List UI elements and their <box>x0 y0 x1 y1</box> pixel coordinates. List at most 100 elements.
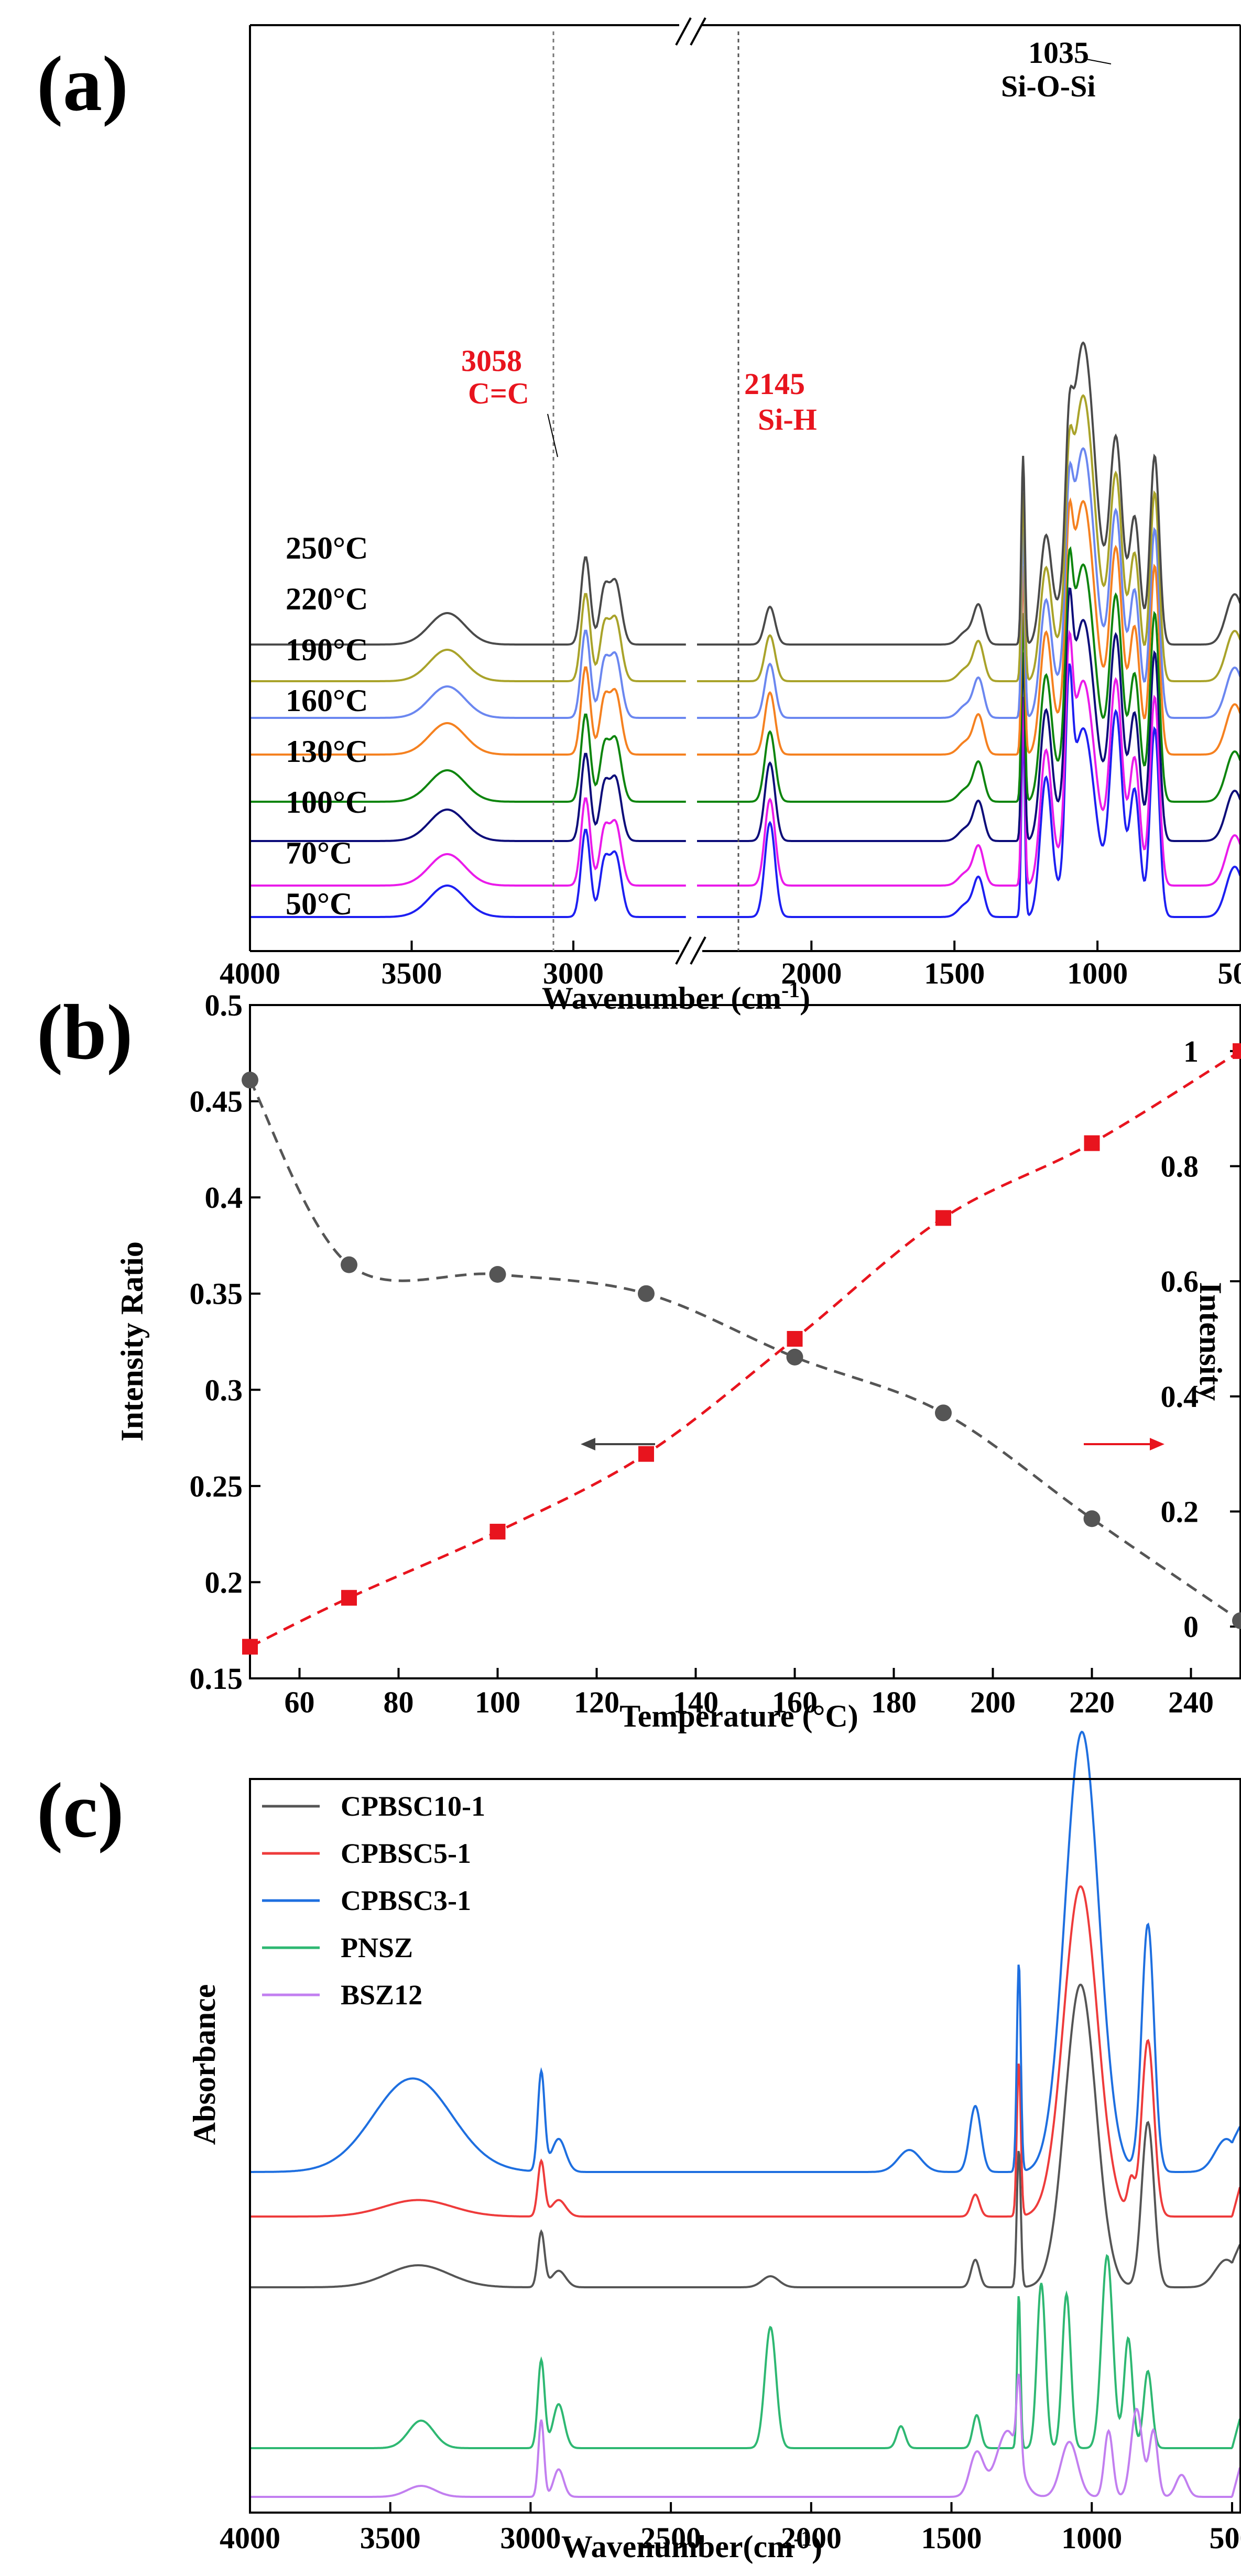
panel-a-x-axis-title: Wavenumber (cm-1) <box>542 978 810 1016</box>
b-point-intensity <box>1233 1043 1241 1059</box>
a-temp-label: 100°C <box>286 785 368 820</box>
b-point-intensity <box>242 1639 258 1655</box>
b-y-tick-label: 0.4 <box>205 1181 243 1215</box>
a-x-tick-label: 2000 <box>781 956 842 990</box>
c-legend-label: BSZ12 <box>341 1979 422 2011</box>
panel-c-x-axis-title: Wavenumber(cm-1) <box>561 2527 822 2564</box>
b-point-ratio <box>489 1266 506 1283</box>
c-x-tick-label: 1500 <box>921 2521 982 2555</box>
c-spectrum-BSZ12 <box>250 2374 1241 2498</box>
c-x-tick-label: 4000 <box>220 2521 280 2555</box>
a-temp-label: 250°C <box>286 531 368 565</box>
left-axis-arrow <box>581 1438 655 1450</box>
panel-b-series <box>242 1043 1241 1655</box>
b-y-right-tick-label: 0.2 <box>1161 1494 1199 1529</box>
c-x-tick-label: 2000 <box>781 2521 842 2555</box>
panel-a-letter: (a) <box>37 40 128 127</box>
b-point-ratio <box>638 1285 655 1302</box>
panel-b-left-y-axis-title: Intensity Ratio <box>115 1241 149 1442</box>
b-y-tick-label: 0.35 <box>190 1277 243 1311</box>
b-x-tick-label: 80 <box>384 1685 414 1719</box>
panel-c-spectra <box>250 1730 1241 2498</box>
b-point-intensity <box>1084 1135 1100 1151</box>
b-x-tick-label: 140 <box>673 1685 719 1719</box>
panel-b-right-y-ticks: 0 0.2 0.4 0.6 0.8 1 <box>1161 1034 1240 1644</box>
annot-3058-label: C=C <box>468 376 529 410</box>
c-spectrum-CPBSC10-1 <box>250 1983 1241 2288</box>
b-y-right-tick-label: 0.8 <box>1161 1150 1199 1184</box>
panel-b-x-ticks: 60 80 100 120 140 160 180 200 220 240 <box>285 1668 1214 1719</box>
a-temp-label: 50°C <box>286 887 352 921</box>
c-spectrum-PNSZ <box>250 2254 1241 2449</box>
axis-break-bottom <box>675 936 706 965</box>
annot-2145-label: Si-H <box>758 402 817 436</box>
annot-1035-label: Si-O-Si <box>1001 69 1096 103</box>
b-y-tick-label: 0.25 <box>190 1469 243 1503</box>
a-x-tick-label: 1500 <box>924 956 985 990</box>
b-y-tick-label: 0.45 <box>190 1085 243 1119</box>
panel-b-frame <box>249 1004 1241 1679</box>
annot-1035-leader <box>1083 58 1112 64</box>
panel-a-spectra <box>250 341 1241 918</box>
b-y-tick-label: 0.15 <box>190 1662 243 1696</box>
b-point-ratio <box>786 1348 803 1366</box>
right-axis-arrow <box>1084 1438 1164 1450</box>
a-temp-label: 130°C <box>286 734 368 769</box>
b-point-intensity <box>341 1590 357 1606</box>
annot-3058-value: 3058 <box>461 344 522 378</box>
c-x-tick-label: 1000 <box>1061 2521 1122 2555</box>
a-x-tick-label: 1000 <box>1067 956 1128 990</box>
b-point-ratio <box>242 1072 258 1089</box>
a-x-tick-label: 3000 <box>543 956 604 990</box>
c-legend-label: PNSZ <box>341 1932 413 1963</box>
panel-c-frame <box>249 1778 1241 2514</box>
panel-a-x-title-sup: -1 <box>781 978 800 1002</box>
panel-c-x-title-sup: -1 <box>793 2527 812 2551</box>
b-y-right-tick-label: 0.6 <box>1161 1264 1199 1298</box>
a-temp-label: 190°C <box>286 632 368 667</box>
a-spectrum-70°C <box>250 629 1241 887</box>
panel-a-x-title-main: Wavenumber (cm <box>542 981 781 1016</box>
b-x-tick-label: 60 <box>285 1685 315 1719</box>
b-x-tick-label: 120 <box>574 1685 619 1719</box>
b-fit-line-right <box>249 1050 1241 1648</box>
panel-b-right-y-axis-title: Intensity <box>1193 1282 1228 1401</box>
c-legend-label: CPBSC3-1 <box>341 1885 471 1916</box>
panel-b-x-axis-title: Temperature (°C) <box>619 1699 858 1733</box>
c-x-tick-label: 2500 <box>640 2521 701 2555</box>
a-spectrum-250°C <box>250 341 1241 646</box>
panel-c: 4000 3500 3000 2500 2000 1500 1000 500 CPBSC10-… <box>187 1730 1241 2564</box>
panel-c-x-ticks: 4000 3500 3000 2500 2000 1500 1000 500 <box>220 2502 1241 2555</box>
c-spectrum-CPBSC3-1 <box>250 1730 1241 2173</box>
panel-a: 50°C 70°C 100°C 130°C 160°C 190°C 220°C 250°C 3… <box>220 17 1241 1016</box>
b-point-intensity <box>787 1331 803 1347</box>
annot-3058-leader <box>547 413 558 457</box>
panel-a-x-ticks: 4000 3500 3000 2000 1500 1000 500 <box>220 941 1241 990</box>
b-x-tick-label: 240 <box>1168 1685 1214 1719</box>
a-temp-label: 70°C <box>286 836 352 870</box>
b-y-tick-label: 0.5 <box>205 988 243 1022</box>
b-x-tick-label: 100 <box>475 1685 520 1719</box>
a-x-tick-label: 3500 <box>382 956 442 990</box>
panel-c-letter: (c) <box>37 1767 124 1854</box>
b-y-tick-label: 0.3 <box>205 1373 243 1407</box>
annot-1035-value: 1035 <box>1028 36 1089 70</box>
panel-b-left-y-ticks: 0.15 0.2 0.25 0.3 0.35 0.4 0.45 0.5 <box>190 988 260 1696</box>
a-spectrum-160°C <box>250 497 1241 756</box>
a-temp-label: 220°C <box>286 582 368 616</box>
a-temp-label: 160°C <box>286 683 368 718</box>
c-legend-label: CPBSC10-1 <box>341 1791 485 1822</box>
c-x-tick-label: 3000 <box>500 2521 561 2555</box>
a-spectrum-50°C <box>250 663 1241 918</box>
b-y-tick-label: 0.2 <box>205 1565 243 1599</box>
b-x-tick-label: 160 <box>772 1685 818 1719</box>
b-point-intensity <box>489 1523 506 1540</box>
a-spectrum-130°C <box>250 546 1241 803</box>
b-point-intensity <box>638 1446 654 1462</box>
a-spectrum-220°C <box>250 394 1241 682</box>
a-spectrum-190°C <box>250 447 1241 719</box>
b-fit-line-left <box>248 1079 1241 1622</box>
panel-a-temperature-labels: 50°C 70°C 100°C 130°C 160°C 190°C 220°C 250°C <box>286 531 368 921</box>
c-x-tick-label: 500 <box>1209 2521 1241 2555</box>
